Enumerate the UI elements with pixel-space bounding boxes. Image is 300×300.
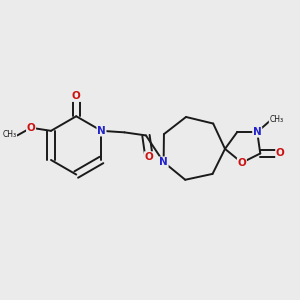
Text: N: N <box>97 126 106 136</box>
Text: CH₃: CH₃ <box>269 115 283 124</box>
Text: O: O <box>145 152 153 162</box>
Text: O: O <box>276 148 285 158</box>
Text: O: O <box>72 91 81 101</box>
Text: O: O <box>238 158 246 168</box>
Text: N: N <box>253 127 262 137</box>
Text: N: N <box>159 157 168 167</box>
Text: CH₃: CH₃ <box>2 130 17 139</box>
Text: O: O <box>27 123 35 133</box>
